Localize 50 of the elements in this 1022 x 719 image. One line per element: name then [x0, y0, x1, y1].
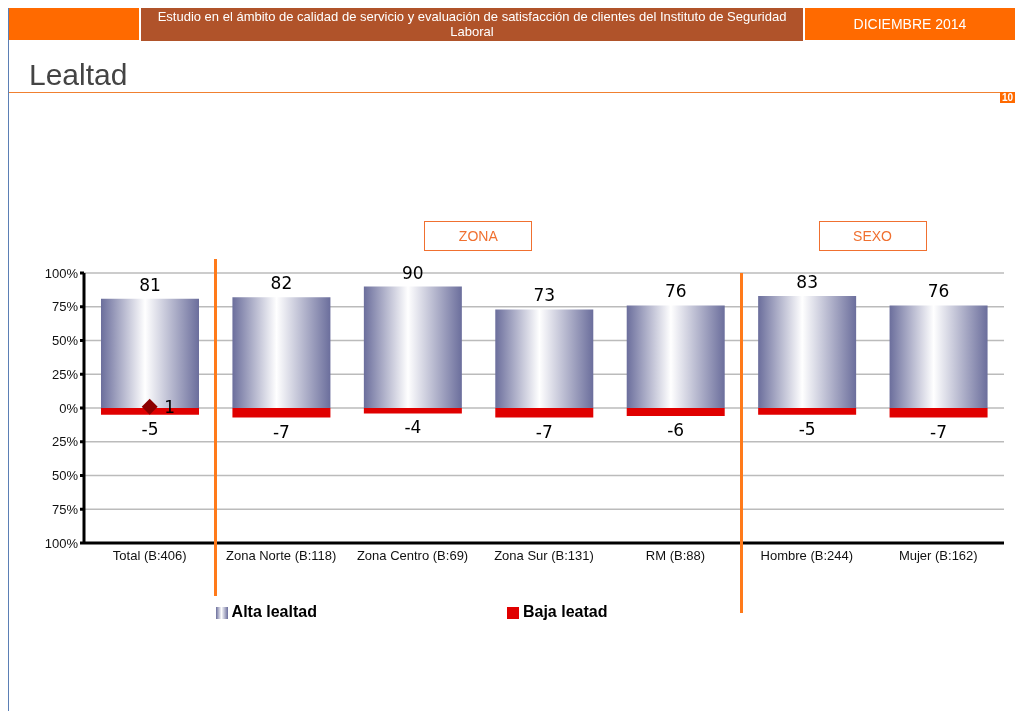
chart-subtitle: Estudio en el ámbito de calidad de servicio y evaluación de satisfacción de clientes del Instituto de Seguridad Laboral	[141, 8, 803, 41]
data-label: -5	[141, 418, 159, 439]
data-label: -6	[667, 420, 685, 441]
data-label: -7	[535, 421, 553, 442]
bar	[495, 408, 594, 418]
y-tick-label: 75%	[51, 501, 79, 517]
data-label: 76	[664, 281, 687, 302]
y-tick-label: 50%	[51, 468, 79, 484]
bar	[626, 408, 725, 417]
data-label: 90	[402, 262, 424, 283]
y-tick-label: 75%	[51, 299, 79, 315]
x-tick-label: Mujer (B:162)	[898, 548, 978, 564]
bar	[495, 309, 594, 408]
chart-title: Lealtad	[29, 58, 128, 92]
y-tick-label: 100%	[44, 265, 79, 281]
bar	[626, 305, 725, 408]
y-tick-label: 50%	[51, 333, 79, 349]
text: SEXO	[818, 221, 927, 251]
y-tick-label: 25%	[51, 434, 79, 450]
legend-label: Baja leatad	[522, 603, 608, 620]
x-tick-label: Zona Centro (B:69)	[356, 548, 469, 564]
bar	[363, 286, 462, 408]
x-tick-label: Zona Norte (B:118)	[225, 548, 337, 564]
data-label: 81	[139, 274, 161, 295]
text: ZONA	[424, 221, 533, 251]
bar	[889, 408, 988, 418]
text: 10	[999, 92, 1015, 103]
y-tick-label: 0%	[59, 400, 79, 416]
bar	[363, 408, 462, 414]
data-label: -5	[798, 418, 816, 439]
bar	[232, 408, 331, 418]
bar	[232, 297, 331, 408]
data-label: 73	[533, 285, 556, 306]
data-label: 76	[927, 281, 950, 302]
data-label: -7	[272, 421, 290, 442]
legend-label: Alta lealtad	[231, 603, 317, 620]
y-tick-label: 25%	[51, 366, 79, 382]
x-tick-label: Hombre (B:244)	[760, 548, 854, 564]
bar	[889, 305, 988, 408]
data-label: 82	[270, 273, 293, 294]
y-tick-label: 100%	[44, 535, 79, 551]
bar	[758, 408, 857, 415]
data-label: 83	[796, 271, 818, 292]
bar	[758, 295, 857, 408]
x-tick-label: Total (B:406)	[112, 548, 187, 564]
data-label: -7	[930, 421, 948, 442]
x-tick-label: Zona Sur (B:131)	[494, 548, 594, 564]
x-tick-label: RM (B:88)	[645, 548, 706, 564]
text: DICIEMBRE 2014	[805, 8, 1015, 40]
data-label: -4	[404, 417, 422, 438]
